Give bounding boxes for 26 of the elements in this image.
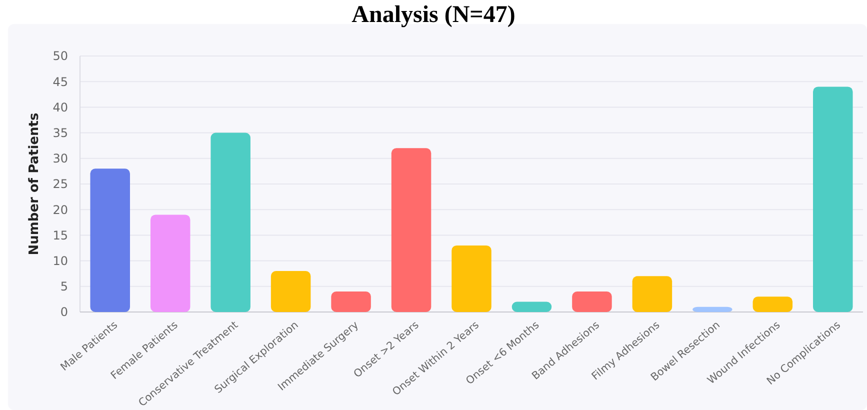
bar [452, 245, 492, 312]
bar [752, 296, 793, 312]
bar [331, 292, 371, 312]
bar [572, 292, 612, 312]
y-tick-label: 35 [52, 126, 68, 140]
y-tick-label: 0 [60, 305, 68, 320]
y-tick-label: 10 [52, 254, 68, 268]
bar [270, 271, 311, 312]
y-tick-label: 50 [52, 49, 68, 64]
y-tick-label: 25 [52, 177, 68, 192]
y-tick-label: 15 [52, 228, 68, 242]
bar [632, 276, 672, 312]
bar [512, 302, 552, 312]
bar [90, 168, 130, 312]
y-tick-label: 45 [52, 74, 68, 89]
bar [391, 148, 432, 312]
bar [210, 132, 250, 312]
y-tick-label: 5 [60, 280, 68, 294]
bar [813, 86, 853, 312]
y-tick-label: 40 [52, 100, 68, 114]
y-tick-label: 20 [52, 202, 68, 217]
bar [150, 214, 190, 312]
y-axis-title: Number of Patients [27, 112, 42, 256]
y-tick-label: 30 [52, 152, 68, 166]
chart-title: Analysis (N=47) [352, 2, 516, 28]
bar [692, 306, 732, 312]
